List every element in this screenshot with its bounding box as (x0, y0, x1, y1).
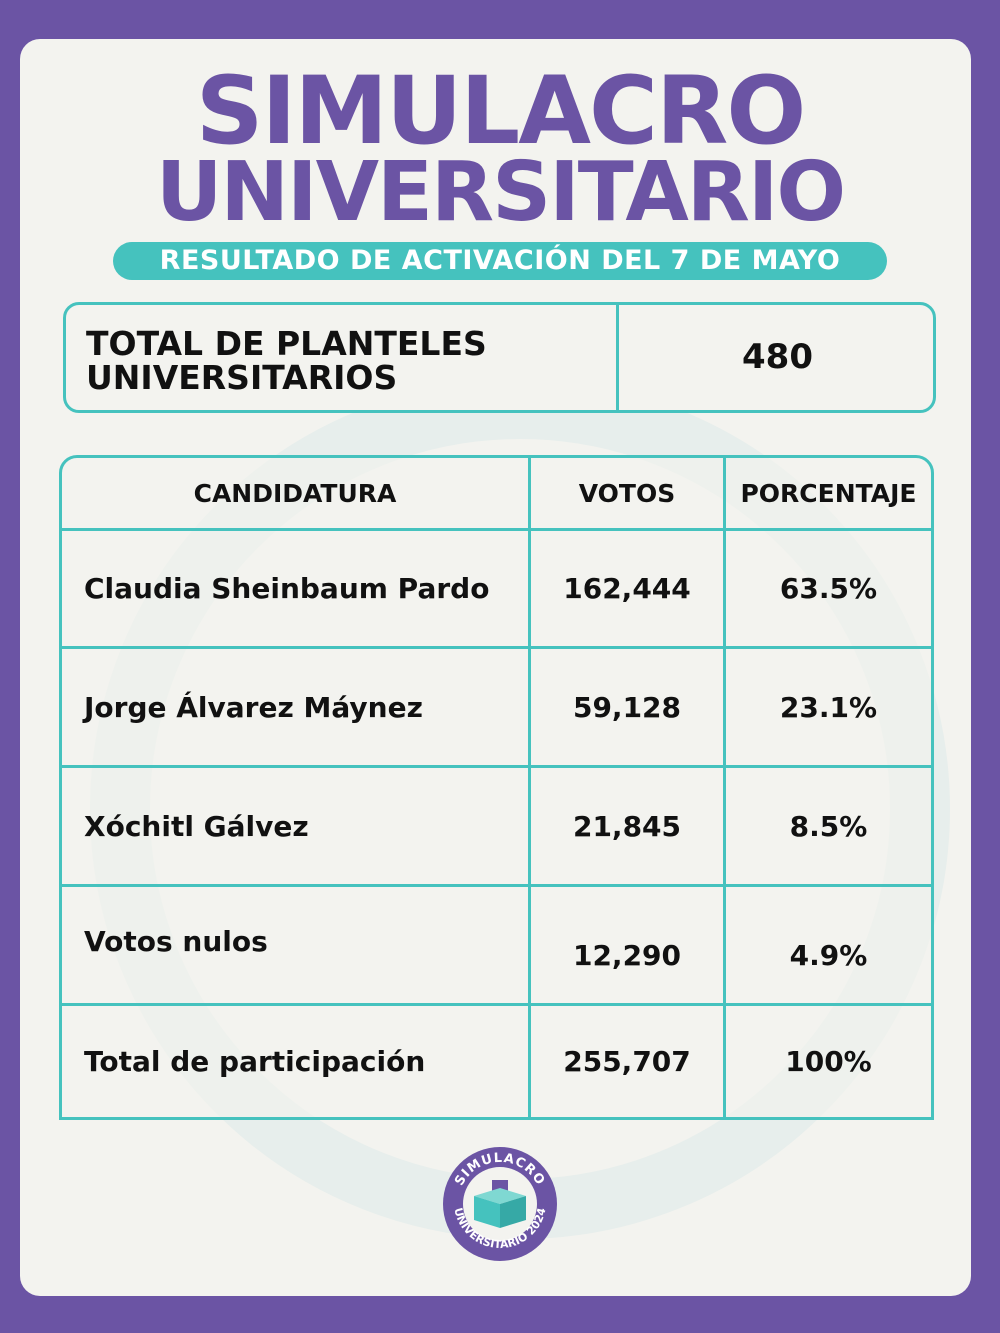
summary-divider (616, 305, 619, 410)
candidate-name: Votos nulos (84, 925, 268, 958)
vote-count: 12,290 (572, 938, 682, 972)
summary-label: TOTAL DE PLANTELES UNIVERSITARIOS (86, 324, 487, 397)
vote-count: 21,845 (572, 809, 682, 843)
table-row: Jorge Álvarez Máynez 59,128 23.1% (62, 649, 931, 765)
row-divider (62, 646, 931, 649)
vote-count: 162,444 (563, 572, 691, 605)
vote-count: 59,128 (572, 690, 682, 724)
column-divider (528, 458, 531, 1117)
table-row: Claudia Sheinbaum Pardo 162,444 63.5% (62, 531, 931, 646)
subtitle-banner: RESULTADO DE ACTIVACIÓN DEL 7 DE MAYO (113, 242, 887, 280)
summary-box: TOTAL DE PLANTELES UNIVERSITARIOS 480 (63, 302, 936, 413)
page-title-line2: UNIVERSITARIO (155, 145, 846, 240)
column-divider (723, 458, 726, 1117)
candidate-name: Claudia Sheinbaum Pardo (84, 572, 490, 605)
column-header-votos: VOTOS (578, 478, 676, 508)
row-divider (62, 528, 931, 531)
table-row: Xóchitl Gálvez 21,845 8.5% (62, 768, 931, 884)
row-divider (62, 765, 931, 768)
vote-percent: 8.5% (789, 809, 868, 843)
vote-percent: 63.5% (779, 572, 878, 605)
candidate-name: Jorge Álvarez Máynez (84, 690, 423, 724)
vote-percent: 23.1% (779, 690, 878, 724)
vote-count: 255,707 (563, 1045, 691, 1078)
candidate-name: Xóchitl Gálvez (84, 809, 309, 843)
table-row: Total de participación 255,707 100% (62, 1006, 931, 1117)
table-header-row: CANDIDATURA VOTOS PORCENTAJE (62, 458, 931, 528)
row-divider (62, 884, 931, 887)
vote-percent: 4.9% (789, 938, 868, 972)
candidate-name: Total de participación (84, 1045, 426, 1078)
row-divider (62, 1003, 931, 1006)
vote-percent: 100% (785, 1045, 872, 1078)
column-header-porcentaje: PORCENTAJE (740, 478, 917, 508)
simulacro-logo: SIMULACRO UNIVERSITARIO 2024 (443, 1147, 557, 1261)
page-title-line1: SIMULACRO (195, 57, 806, 166)
summary-value: 480 (742, 337, 813, 377)
table-row: Votos nulos 12,290 4.9% (62, 887, 931, 1003)
ballot-box-icon (474, 1180, 526, 1228)
column-header-candidatura: CANDIDATURA (193, 478, 397, 508)
results-table: CANDIDATURA VOTOS PORCENTAJE Claudia She… (59, 455, 934, 1120)
